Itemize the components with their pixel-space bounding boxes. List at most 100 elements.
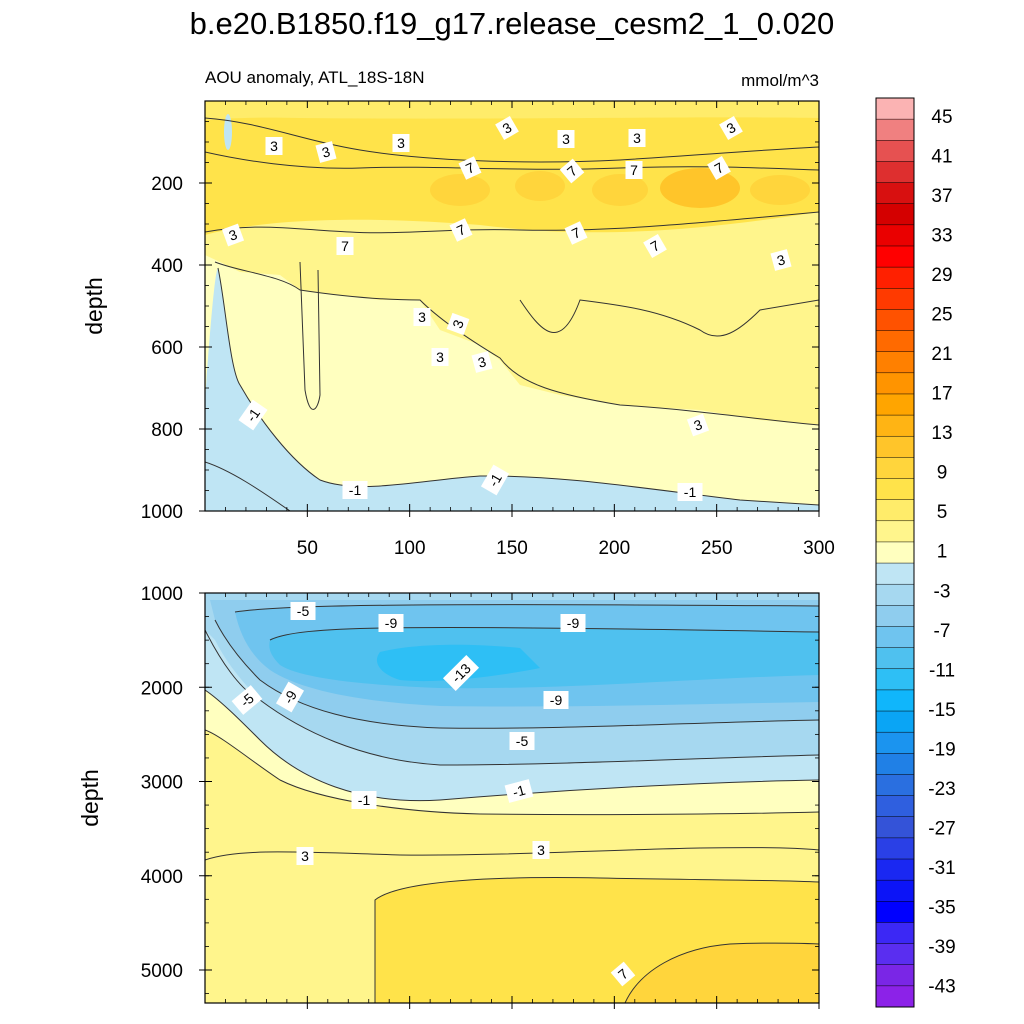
- upper-fill-9-b: [515, 171, 565, 201]
- contour-label: 7: [449, 218, 473, 242]
- x-tick-label: 250: [701, 538, 733, 559]
- colorbar-swatch: [876, 203, 914, 226]
- x-tick-label: 200: [598, 538, 630, 559]
- upper-contour-line: [205, 117, 819, 163]
- colorbar-swatch: [876, 372, 914, 395]
- colorbar-swatch: [876, 880, 914, 902]
- contour-label: -9: [378, 614, 404, 632]
- colorbar-swatch: [876, 668, 914, 691]
- chart-units: mmol/m^3: [741, 71, 819, 90]
- contour-label: -5: [231, 685, 263, 715]
- contour-label-bg: [449, 218, 473, 242]
- contour-label: 3: [719, 115, 743, 141]
- contour-label-text: 7: [341, 238, 349, 254]
- colorbar-swatch: [876, 119, 914, 141]
- contour-label-bg: [677, 483, 703, 501]
- x-tick-label: 300: [803, 538, 835, 559]
- upper-axes: 50 100 150 200 250 300 200 400 600 800 1000: [141, 100, 835, 559]
- colorbar-swatch: [876, 520, 914, 543]
- colorbar-swatch: [876, 837, 914, 860]
- upper-contour-line: [519, 299, 819, 337]
- lower-axes: 1000 2000 3000 4000 5000: [141, 584, 820, 1009]
- contour-label-bg: [495, 115, 519, 141]
- contour-label: 3: [446, 312, 470, 336]
- contour-label-text: 3: [397, 135, 405, 151]
- upper-fill-surface: [205, 101, 819, 120]
- y-tick-label: 1000: [141, 584, 183, 605]
- colorbar-swatch: [876, 689, 914, 712]
- colorbar-label: -3: [934, 581, 951, 602]
- contour-label: 7: [610, 961, 636, 987]
- colorbar-label: 41: [931, 147, 952, 168]
- colorbar-swatch: [876, 711, 914, 733]
- colorbar-swatch: [876, 245, 914, 268]
- contour-label-text: 3: [775, 251, 787, 269]
- upper-y-axis-title: depth: [81, 277, 107, 335]
- upper-fill-neg3-neg1: [205, 268, 819, 511]
- y-tick-label: 1000: [141, 502, 183, 523]
- colorbar-swatch: [876, 943, 914, 966]
- contour-label: 3: [686, 413, 710, 437]
- colorbar-label: -27: [928, 818, 955, 839]
- contour-label-text: -1: [511, 782, 527, 801]
- contour-label: 3: [296, 847, 314, 865]
- contour-label-text: -1: [349, 482, 362, 498]
- upper-fill-negative-patch: [224, 114, 232, 150]
- contour-label-bg: [628, 129, 646, 147]
- contour-label-text: -9: [567, 615, 580, 631]
- colorbar-swatch: [876, 753, 914, 775]
- contour-label: 7: [625, 161, 643, 179]
- contour-label-text: 3: [562, 131, 570, 147]
- contour-label-bg: [275, 681, 305, 713]
- colorbar-swatch: [876, 98, 914, 120]
- contour-label-bg: [342, 481, 368, 499]
- contour-label-bg: [296, 847, 314, 865]
- contour-label: 3: [392, 134, 410, 152]
- contour-label-text: -5: [297, 603, 310, 619]
- colorbar-swatch: [876, 330, 914, 353]
- colorbar-label: 45: [931, 107, 952, 128]
- lower-contour-line: [234, 604, 819, 613]
- contour-label: -1: [342, 481, 368, 499]
- contour-label-bg: [431, 348, 449, 366]
- contour-label-bg: [442, 654, 480, 692]
- contour-label-bg: [719, 115, 743, 141]
- colorbar-swatch: [876, 457, 914, 480]
- contour-label: 7: [336, 237, 354, 255]
- colorbar-swatch: [876, 478, 914, 501]
- contour-label-bg: [378, 614, 404, 632]
- lower-contour-line: [205, 729, 819, 816]
- colorbar-swatch: [876, 309, 914, 332]
- contour-label-bg: [351, 791, 377, 809]
- contour-label: 3: [431, 348, 449, 366]
- contour-label-text: 3: [320, 143, 332, 161]
- y-tick-label: 3000: [141, 773, 183, 794]
- chart-title: b.e20.B1850.f19_g17.release_cesm2_1_0.02…: [190, 6, 835, 41]
- colorbar-label: 37: [931, 186, 952, 207]
- colorbar-label: -35: [928, 897, 955, 918]
- contour-label-bg: [446, 312, 470, 336]
- contour-label: 3: [532, 841, 550, 859]
- contour-label: -1: [480, 464, 510, 496]
- y-tick-label: 4000: [141, 867, 183, 888]
- colorbar-swatch: [876, 267, 914, 289]
- contour-label-bg: [290, 602, 316, 620]
- colorbar-label: 17: [931, 384, 952, 405]
- contour-label-bg: [265, 137, 283, 155]
- contour-label-text: 3: [436, 349, 444, 365]
- contour-label-bg: [543, 691, 569, 709]
- colorbar-label: -39: [928, 937, 955, 958]
- contour-label: -9: [560, 614, 586, 632]
- y-tick-label: 200: [151, 174, 183, 195]
- colorbar-label: 25: [931, 305, 952, 326]
- lower-contour-line: [214, 619, 819, 729]
- y-tick-label: 800: [151, 420, 183, 441]
- colorbar-swatch: [876, 563, 914, 585]
- upper-contour-line: [205, 461, 291, 511]
- chart-subtitle-left: AOU anomaly, ATL_18S-18N: [205, 68, 425, 87]
- upper-fill-9-c: [592, 174, 648, 206]
- contour-label-bg: [238, 399, 268, 431]
- colorbar-label: -23: [928, 779, 955, 800]
- contour-label: 3: [495, 115, 519, 141]
- colorbar-swatch: [876, 541, 914, 564]
